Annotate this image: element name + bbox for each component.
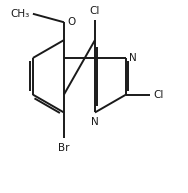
Text: O: O — [68, 17, 76, 27]
Text: N: N — [91, 117, 99, 127]
Text: N: N — [129, 53, 137, 63]
Text: Cl: Cl — [90, 6, 100, 16]
Text: Br: Br — [58, 143, 70, 152]
Text: CH₃: CH₃ — [11, 9, 30, 19]
Text: Cl: Cl — [154, 90, 164, 100]
